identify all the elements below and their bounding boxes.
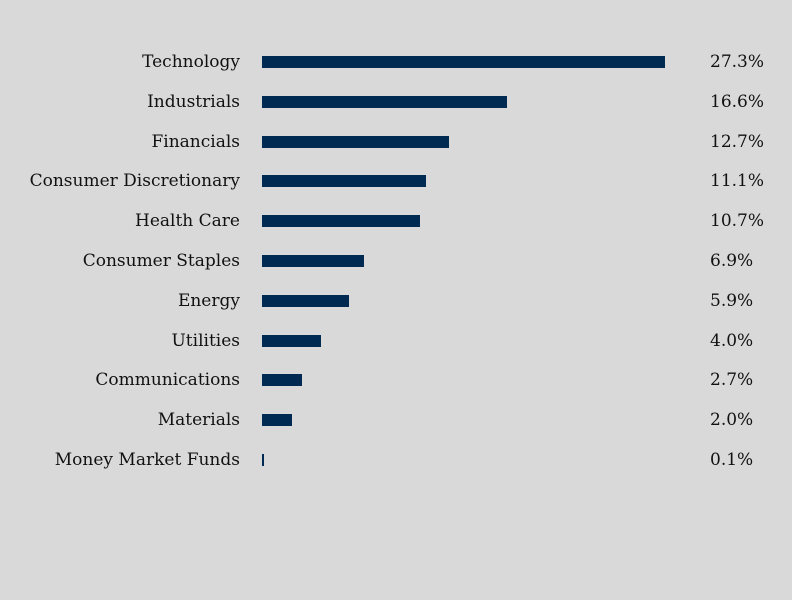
value-label: 11.1% [710, 171, 765, 192]
category-label: Consumer Discretionary [29, 171, 240, 192]
bar [262, 454, 264, 466]
bar-row: Money Market Funds 0.1% [0, 440, 792, 480]
category-label: Industrials [147, 91, 240, 112]
bar [262, 215, 420, 228]
bar [262, 135, 450, 148]
bar [262, 255, 364, 267]
category-label: Consumer Staples [82, 251, 240, 271]
category-label: Communications [95, 370, 240, 391]
bar-row: Communications 2.7% [0, 360, 792, 400]
value-label: 16.6% [710, 91, 765, 112]
category-label: Utilities [171, 330, 240, 351]
value-label: 2.7% [710, 370, 754, 391]
category-label: Materials [157, 410, 240, 431]
value-label: 2.0% [710, 410, 754, 431]
bar [262, 334, 322, 347]
bar-row: Health Care 10.7% [0, 201, 792, 241]
category-label: Technology [142, 52, 240, 72]
bar-row: Consumer Discretionary 11.1% [0, 161, 792, 201]
bar [262, 95, 508, 108]
category-label: Health Care [135, 211, 240, 232]
value-label: 12.7% [710, 131, 765, 152]
value-label: 4.0% [710, 330, 754, 351]
bar-row: Utilities 4.0% [0, 321, 792, 361]
category-label: Energy [177, 290, 240, 311]
bar-row: Financials 12.7% [0, 122, 792, 162]
value-label: 27.3% [710, 52, 765, 72]
category-label: Financials [151, 131, 240, 152]
bar [262, 414, 292, 427]
bar-row: Consumer Staples 6.9% [0, 241, 792, 281]
bar-row: Materials 2.0% [0, 400, 792, 440]
bar [262, 294, 350, 307]
value-label: 5.9% [710, 290, 754, 311]
bar-row: Industrials 16.6% [0, 82, 792, 122]
value-label: 10.7% [710, 211, 765, 232]
bar-row: Technology 27.3% [0, 42, 792, 82]
value-label: 6.9% [710, 251, 754, 271]
bar [262, 374, 302, 387]
bar [262, 56, 665, 68]
bar-row: Energy 5.9% [0, 281, 792, 321]
value-label: 0.1% [710, 450, 754, 470]
bar [262, 175, 426, 188]
category-label: Money Market Funds [54, 450, 240, 470]
